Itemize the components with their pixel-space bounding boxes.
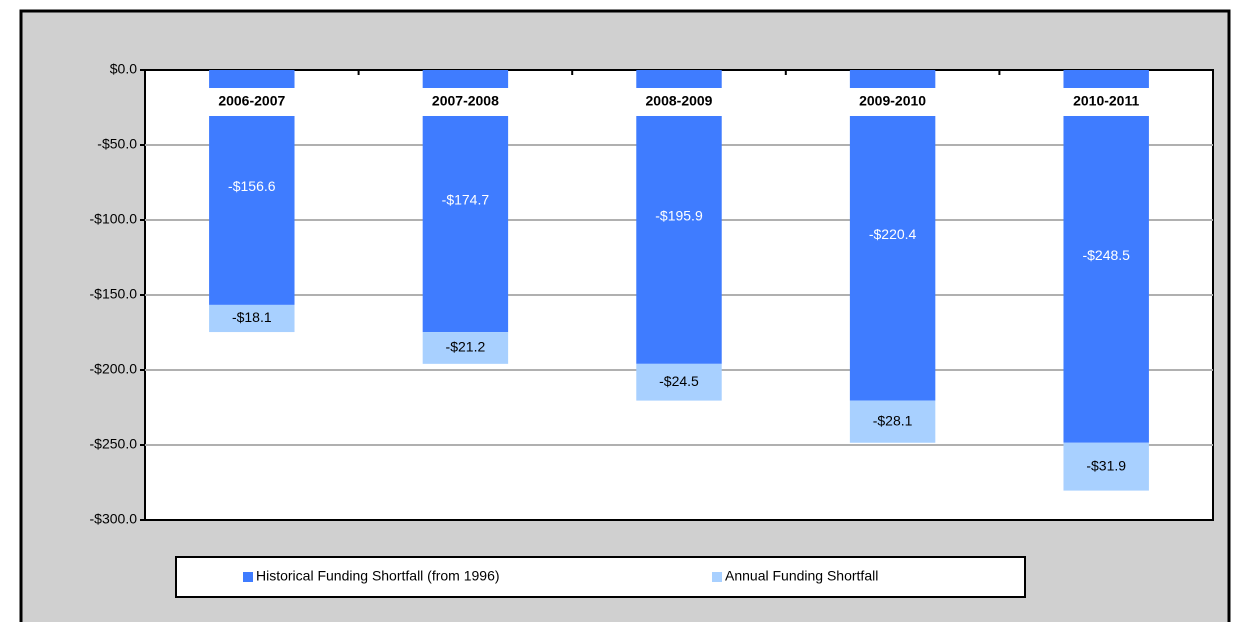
y-tick-label: -$200.0: [90, 361, 138, 377]
legend-swatch: [712, 572, 722, 582]
legend-box: [175, 556, 1026, 598]
category-label: 2007-2008: [432, 93, 499, 109]
bar-segment: [849, 400, 936, 443]
y-tick-label: -$50.0: [97, 136, 137, 152]
value-label: -$195.9: [655, 208, 703, 224]
value-label: -$21.2: [446, 339, 486, 355]
value-label: -$156.6: [228, 178, 276, 194]
category-label-bg: [421, 88, 510, 116]
y-tick-label: -$150.0: [90, 286, 138, 302]
value-label: -$31.9: [1086, 457, 1126, 473]
y-tick-label: -$300.0: [90, 511, 138, 527]
bar-segment: [1063, 442, 1149, 491]
legend-label: Annual Funding Shortfall: [725, 568, 878, 584]
value-label: -$24.5: [659, 373, 699, 389]
category-label: 2009-2010: [859, 93, 926, 109]
bar-segment: [849, 70, 936, 401]
legend-label: Historical Funding Shortfall (from 1996): [256, 568, 500, 584]
bar-segment: [636, 70, 722, 364]
bar-segment: [1063, 70, 1149, 443]
y-tick-label: -$250.0: [90, 436, 138, 452]
category-label-bg: [848, 88, 937, 116]
value-label: -$174.7: [442, 192, 490, 208]
category-label-bg: [635, 88, 723, 116]
bar-segment: [422, 332, 509, 364]
legend-swatch: [243, 572, 253, 582]
category-label: 2006-2007: [218, 93, 285, 109]
value-label: -$220.4: [869, 226, 917, 242]
category-label-bg: [208, 88, 296, 116]
category-label: 2010-2011: [1073, 93, 1139, 109]
bar-segment: [209, 304, 295, 333]
y-tick-label: $0.0: [110, 61, 137, 77]
category-label-bg: [1062, 88, 1150, 116]
value-label: -$248.5: [1082, 247, 1130, 263]
value-label: -$18.1: [232, 309, 272, 325]
value-label: -$28.1: [873, 412, 913, 428]
bar-segment: [636, 363, 722, 401]
category-label: 2008-2009: [646, 93, 713, 109]
y-tick-label: -$100.0: [90, 211, 138, 227]
